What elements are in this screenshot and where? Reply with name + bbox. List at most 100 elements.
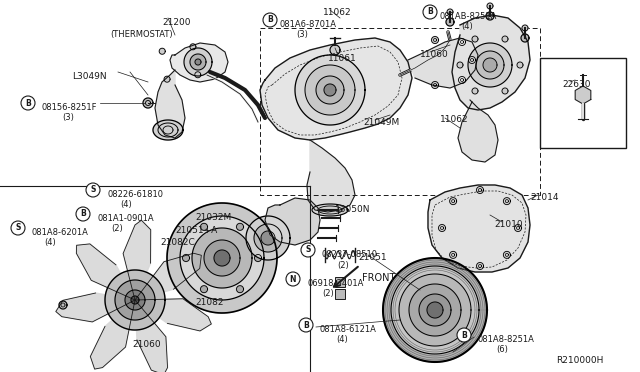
Text: (3): (3)	[62, 113, 74, 122]
Polygon shape	[468, 57, 476, 64]
Text: 08156-8251F: 08156-8251F	[42, 103, 97, 112]
Polygon shape	[517, 62, 523, 68]
Circle shape	[423, 5, 437, 19]
Text: 081A1-0901A: 081A1-0901A	[98, 214, 155, 223]
Text: N: N	[290, 275, 296, 283]
Text: 21051: 21051	[358, 253, 387, 262]
Text: B: B	[25, 99, 31, 108]
Polygon shape	[575, 86, 591, 104]
Circle shape	[457, 328, 471, 342]
Polygon shape	[90, 300, 135, 369]
Polygon shape	[260, 38, 412, 140]
Polygon shape	[254, 224, 282, 252]
Text: B: B	[80, 209, 86, 218]
Polygon shape	[431, 81, 438, 89]
Polygon shape	[472, 36, 478, 42]
Circle shape	[301, 243, 315, 257]
Polygon shape	[504, 198, 510, 205]
Bar	[540, 58, 626, 148]
Polygon shape	[468, 43, 512, 87]
Polygon shape	[330, 45, 340, 55]
Polygon shape	[76, 244, 135, 300]
Polygon shape	[105, 270, 165, 330]
Text: B: B	[303, 321, 309, 330]
Circle shape	[263, 13, 277, 27]
Text: S: S	[305, 246, 310, 254]
Polygon shape	[399, 274, 471, 346]
Polygon shape	[180, 216, 264, 300]
Polygon shape	[255, 254, 262, 262]
Polygon shape	[316, 76, 344, 104]
Polygon shape	[438, 224, 445, 231]
Polygon shape	[123, 220, 150, 300]
Text: 21014: 21014	[530, 193, 559, 202]
Polygon shape	[200, 223, 207, 230]
Polygon shape	[135, 300, 168, 372]
Bar	[335, 289, 345, 299]
Text: 21082: 21082	[195, 298, 223, 307]
Polygon shape	[515, 224, 522, 231]
Text: 081AB-8251A: 081AB-8251A	[440, 12, 497, 21]
Text: (4): (4)	[120, 200, 132, 209]
Polygon shape	[458, 77, 465, 83]
Text: B: B	[461, 330, 467, 340]
Polygon shape	[125, 290, 145, 310]
Polygon shape	[190, 54, 206, 70]
Bar	[335, 277, 345, 287]
Polygon shape	[153, 120, 183, 140]
Polygon shape	[195, 59, 201, 65]
Text: 21082C: 21082C	[160, 238, 195, 247]
Text: 11062: 11062	[323, 8, 351, 17]
Polygon shape	[261, 231, 275, 245]
Polygon shape	[428, 185, 530, 272]
Polygon shape	[190, 44, 196, 50]
Text: 22630: 22630	[562, 80, 591, 89]
Polygon shape	[246, 216, 290, 260]
Text: (6): (6)	[496, 345, 508, 354]
Text: 21060: 21060	[132, 340, 161, 349]
Polygon shape	[312, 204, 348, 216]
Polygon shape	[56, 293, 135, 322]
Polygon shape	[200, 286, 207, 293]
Polygon shape	[447, 9, 453, 15]
Text: 11060: 11060	[420, 50, 449, 59]
Text: B: B	[267, 16, 273, 25]
Text: FRONT: FRONT	[362, 273, 396, 283]
Polygon shape	[305, 65, 355, 115]
Text: 081A8-6201A: 081A8-6201A	[32, 228, 89, 237]
Polygon shape	[472, 88, 478, 94]
Polygon shape	[483, 58, 497, 72]
Polygon shape	[184, 48, 212, 76]
Text: B: B	[427, 7, 433, 16]
Polygon shape	[182, 254, 189, 262]
Polygon shape	[237, 223, 243, 230]
Polygon shape	[502, 36, 508, 42]
Text: 081A8-8251A: 081A8-8251A	[478, 335, 535, 344]
Polygon shape	[135, 253, 202, 300]
Polygon shape	[458, 38, 465, 45]
Polygon shape	[131, 296, 139, 304]
Polygon shape	[167, 203, 277, 313]
Text: (4): (4)	[461, 22, 473, 31]
Text: (4): (4)	[44, 238, 56, 247]
Circle shape	[21, 96, 35, 110]
Text: 11062: 11062	[440, 115, 468, 124]
Polygon shape	[487, 3, 493, 9]
Polygon shape	[457, 62, 463, 68]
Polygon shape	[452, 15, 530, 110]
Polygon shape	[408, 38, 478, 88]
Polygon shape	[204, 240, 240, 276]
Polygon shape	[164, 76, 170, 82]
Text: 21049M: 21049M	[363, 118, 399, 127]
Text: 21051+A: 21051+A	[175, 226, 217, 235]
Text: 21200: 21200	[162, 18, 191, 27]
Text: (2): (2)	[337, 261, 349, 270]
Polygon shape	[324, 84, 336, 96]
Text: 06918-3401A: 06918-3401A	[307, 279, 364, 288]
Polygon shape	[59, 301, 67, 309]
Polygon shape	[476, 51, 504, 79]
Text: (2): (2)	[322, 289, 333, 298]
Circle shape	[299, 318, 313, 332]
Polygon shape	[450, 198, 456, 205]
Polygon shape	[135, 299, 211, 331]
